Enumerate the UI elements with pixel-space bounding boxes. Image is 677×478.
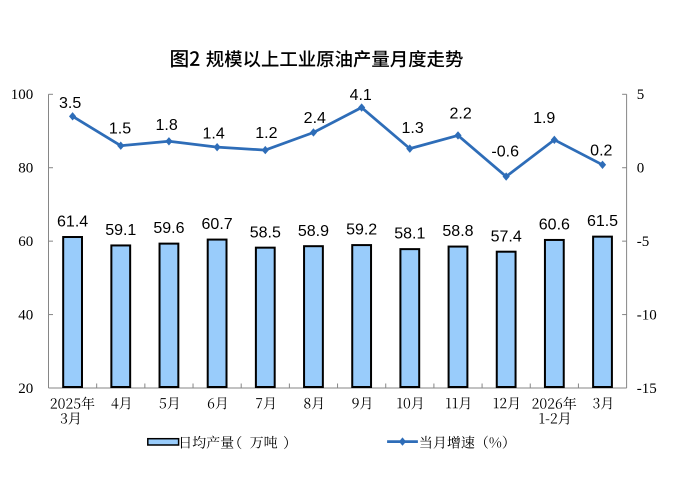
svg-text:100: 100 (11, 87, 34, 103)
svg-text:1.8: 1.8 (155, 117, 177, 134)
svg-text:40: 40 (18, 307, 33, 323)
svg-text:-0.6: -0.6 (491, 144, 519, 161)
svg-text:59.6: 59.6 (153, 220, 184, 237)
svg-text:3.5: 3.5 (59, 95, 81, 112)
svg-text:2.4: 2.4 (304, 110, 326, 127)
svg-text:60.6: 60.6 (539, 217, 570, 234)
svg-text:61.5: 61.5 (587, 213, 618, 230)
svg-text:4.1: 4.1 (350, 87, 372, 104)
svg-text:59.2: 59.2 (346, 222, 377, 239)
svg-text:58.9: 58.9 (298, 223, 329, 240)
svg-text:2.2: 2.2 (449, 105, 471, 122)
svg-text:1.2: 1.2 (255, 125, 277, 142)
svg-text:1.4: 1.4 (202, 126, 224, 143)
svg-text:58.8: 58.8 (442, 223, 473, 240)
svg-text:80: 80 (18, 161, 33, 177)
svg-text:59.1: 59.1 (105, 222, 136, 239)
svg-text:-5: -5 (637, 234, 650, 250)
svg-text:1.3: 1.3 (401, 120, 423, 137)
svg-text:20: 20 (18, 381, 33, 397)
svg-text:-15: -15 (637, 381, 657, 397)
svg-text:1.5: 1.5 (109, 121, 131, 138)
svg-text:60: 60 (18, 234, 33, 250)
svg-text:61.4: 61.4 (57, 214, 88, 231)
svg-text:-10: -10 (637, 307, 657, 323)
svg-text:57.4: 57.4 (491, 228, 522, 245)
svg-text:60.7: 60.7 (202, 216, 233, 233)
svg-text:58.5: 58.5 (250, 224, 281, 241)
svg-text:0: 0 (637, 161, 645, 177)
svg-text:5: 5 (637, 87, 645, 103)
svg-text:1.9: 1.9 (533, 110, 555, 127)
svg-text:58.1: 58.1 (394, 226, 425, 243)
svg-text:0.2: 0.2 (590, 142, 612, 159)
